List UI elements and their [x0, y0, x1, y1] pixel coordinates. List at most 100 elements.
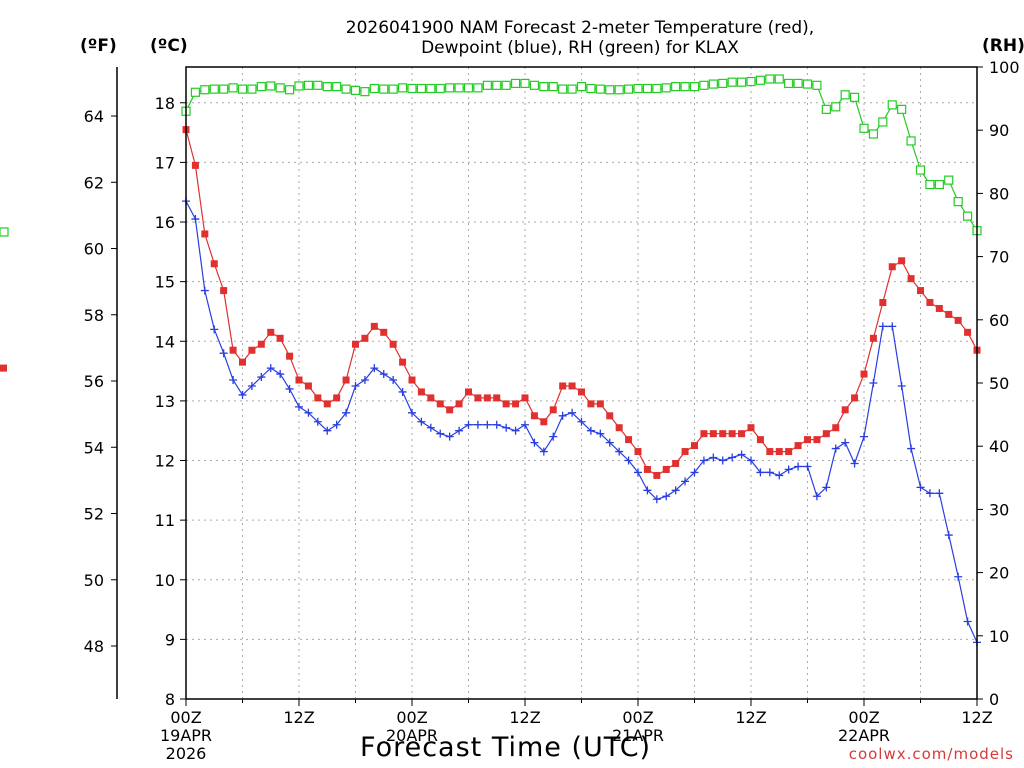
rh-point — [774, 74, 784, 84]
temperature-point — [662, 465, 670, 473]
temperature-point — [257, 340, 265, 348]
temperature-point — [323, 400, 331, 408]
dewpoint-point — [455, 426, 464, 435]
celsius-tick-label: 13 — [155, 392, 175, 411]
rh-point — [303, 80, 314, 90]
fahrenheit-tick-label: 58 — [84, 306, 104, 325]
temperature-point — [239, 358, 246, 366]
rh-point — [878, 117, 888, 127]
rh-point — [802, 79, 813, 89]
dewpoint-point — [784, 465, 793, 474]
rh-point — [755, 75, 766, 85]
temperature-point — [917, 287, 924, 295]
x-tick-label: 00Z — [848, 708, 879, 727]
fahrenheit-tick-label: 48 — [84, 637, 104, 656]
dewpoint-point — [775, 471, 784, 480]
rh-point — [934, 179, 944, 190]
temperature-point — [615, 424, 623, 432]
x-tick-label: 00Z — [622, 708, 653, 727]
dewpoint-point — [577, 417, 586, 426]
dewpoint-point — [389, 376, 398, 385]
rh-point — [350, 85, 361, 95]
x-tick-label: 12Z — [283, 708, 314, 727]
temperature-point — [427, 394, 435, 402]
temperature-point — [634, 448, 642, 456]
rh-tick-label: 30 — [989, 500, 1009, 519]
dewpoint-point — [869, 379, 878, 387]
dewpoint-point — [332, 420, 341, 429]
celsius-tick-label: 8 — [165, 690, 175, 709]
rh-point — [708, 79, 718, 89]
dewpoint-point — [219, 349, 228, 358]
dewpoint-point — [935, 489, 944, 498]
temperature-point — [220, 287, 228, 295]
fahrenheit-tick-label: 60 — [84, 240, 104, 259]
temperature-point — [540, 418, 548, 426]
temperature-point — [672, 459, 680, 467]
rh-point — [501, 80, 511, 90]
dewpoint-point — [436, 429, 445, 438]
rh-point — [765, 74, 775, 84]
rh-point — [915, 165, 926, 175]
dewpoint-point — [276, 370, 285, 379]
dewpoint-point — [247, 381, 256, 390]
dewpoint-point — [342, 408, 351, 417]
rh-tick-label: 40 — [989, 437, 1009, 456]
rh-tick-label: 50 — [989, 374, 1009, 393]
dewpoint-point — [860, 432, 868, 441]
dewpoint-point — [417, 417, 426, 426]
rh-point — [548, 81, 558, 92]
temperature-point — [888, 263, 896, 271]
rh-tick-label: 10 — [989, 627, 1009, 646]
temperature-point — [691, 442, 698, 450]
dewpoint-point — [756, 468, 765, 477]
rh-tick-label: 60 — [989, 311, 1009, 330]
temperature-point — [446, 406, 454, 414]
temperature-point — [945, 310, 953, 318]
temperature-point — [502, 400, 510, 408]
chart-title-line-1: 2026041900 NAM Forecast 2-meter Temperat… — [345, 18, 815, 38]
rh-point — [228, 83, 238, 93]
temperature-point — [596, 400, 604, 408]
temperature-point — [295, 376, 303, 384]
celsius-tick-label: 10 — [155, 571, 175, 590]
dewpoint-point — [511, 426, 520, 435]
rh-point — [510, 78, 521, 89]
x-date-label: 20APR — [386, 726, 438, 745]
rh-tick-label: 80 — [989, 184, 1009, 203]
dewpoint-point — [558, 411, 567, 420]
source-credit: coolwx.com/models — [848, 745, 1014, 763]
rh-point — [482, 80, 492, 90]
rh-point — [661, 83, 671, 93]
rh-point — [369, 83, 379, 94]
dewpoint-point — [699, 456, 708, 465]
dewpoint-point — [624, 456, 633, 465]
temperature-point — [333, 394, 341, 402]
dewpoint-point — [257, 373, 266, 382]
dewpoint-point — [568, 408, 577, 417]
rh-point — [623, 84, 634, 94]
dewpoint-point — [737, 450, 746, 459]
rh-point — [473, 83, 483, 93]
dewpoint-point — [803, 462, 812, 471]
temperature-point — [832, 424, 840, 432]
temperature-point — [474, 394, 482, 402]
dewpoint-point — [464, 420, 473, 429]
rh-point — [558, 84, 568, 94]
temperature-point — [719, 430, 727, 438]
temperature-point — [775, 448, 783, 456]
temperature-point — [408, 376, 416, 384]
dewpoint-point — [285, 384, 294, 393]
dewpoint-point — [643, 486, 652, 495]
temperature-point — [229, 346, 237, 354]
dewpoint-point — [765, 468, 774, 477]
rh-point — [671, 81, 681, 92]
dewpoint-point — [831, 444, 840, 453]
rh-point — [341, 84, 351, 94]
rh-point — [840, 90, 850, 100]
celsius-tick-label: 18 — [155, 94, 175, 113]
dewpoint-point — [888, 322, 897, 331]
temperature-point — [587, 400, 595, 408]
dewpoint-point — [521, 420, 529, 429]
